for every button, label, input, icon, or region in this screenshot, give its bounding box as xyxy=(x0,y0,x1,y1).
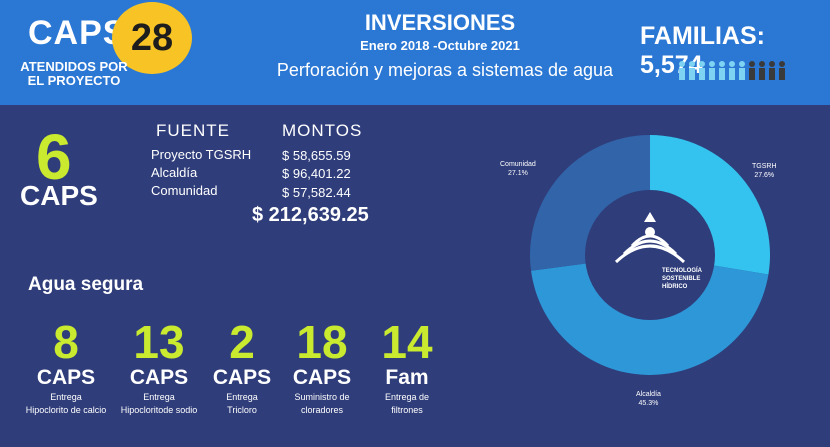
person-icon xyxy=(729,61,735,80)
source-label: Comunidad xyxy=(151,183,218,198)
stat-item: 14 Fam Entrega de filtrones xyxy=(372,318,442,416)
person-icon xyxy=(749,61,755,80)
total-amount: $ 212,639.25 xyxy=(252,204,369,226)
page-title: INVERSIONES xyxy=(364,10,516,35)
slice-label-tgsrh: TGSRH 27.6% xyxy=(752,162,777,180)
slice-name: Alcaldía xyxy=(636,391,661,398)
stat-unit: CAPS xyxy=(212,366,272,389)
amount-value: $ 57,582.44 xyxy=(282,185,351,200)
logo-text: TECNOLOGÍA xyxy=(662,266,703,274)
person-icon xyxy=(689,61,695,80)
caps-title: CAPS xyxy=(28,14,127,52)
source-label: Alcaldía xyxy=(151,165,198,180)
person-icon xyxy=(719,61,725,80)
donut-hole xyxy=(585,190,715,320)
stat-desc: Entrega xyxy=(226,392,258,402)
stat-desc: Tricloro xyxy=(227,405,257,415)
stat-number: 2 xyxy=(229,316,255,368)
slice-value: 27.6% xyxy=(754,172,775,179)
stat-item: 13 CAPS Entrega Hipocloritode sodio xyxy=(112,318,206,416)
montos-header: MONTOS xyxy=(282,121,363,140)
description: Perforación y mejoras a sistemas de agua xyxy=(276,60,614,80)
water-logo-icon xyxy=(614,212,686,264)
investment-donut-chart: TECNOLOGÍA SOSTENIBLE HÍDRICO xyxy=(530,135,770,376)
date-range: Enero 2018 -Octubre 2021 xyxy=(360,38,520,53)
person-icon xyxy=(739,61,745,80)
slice-label-alcaldia: Alcaldía 45.3% xyxy=(636,390,661,408)
logo-text: SOSTENIBLE xyxy=(662,276,700,282)
person-icon xyxy=(709,61,715,80)
amount-value: $ 96,401.22 xyxy=(282,166,351,181)
logo-text: HÍDRICO xyxy=(662,282,688,290)
slice-name: Comunidad xyxy=(500,161,536,168)
amount-value: $ 58,655.59 xyxy=(282,148,351,163)
stat-unit: CAPS xyxy=(36,366,96,389)
stat-desc: Hipoclorito de calcio xyxy=(25,405,107,415)
stat-desc: cloradores xyxy=(300,405,344,415)
slice-value: 45.3% xyxy=(638,400,659,407)
caps-number: 6 xyxy=(36,121,72,193)
stat-desc: Entrega xyxy=(143,392,175,402)
stat-item: 2 CAPS Entrega Tricloro xyxy=(206,318,278,416)
slice-value: 27.1% xyxy=(507,170,528,177)
slice-name: TGSRH xyxy=(752,163,777,170)
stat-number: 18 xyxy=(296,316,348,368)
stat-desc: Hipocloritode sodio xyxy=(120,405,198,415)
person-icon xyxy=(759,61,765,80)
stat-desc: Entrega xyxy=(50,392,82,402)
stat-number: 14 xyxy=(381,316,433,368)
person-icon xyxy=(769,61,775,80)
stat-unit: CAPS xyxy=(292,366,352,389)
stat-unit: Fam xyxy=(385,366,429,389)
stat-number: 8 xyxy=(53,316,79,368)
caps-count-badge: 28 xyxy=(112,2,192,74)
caps-subtitle: ATENDIDOS POR EL PROYECTO xyxy=(20,59,128,88)
stat-desc: Entrega de xyxy=(384,392,430,402)
source-label: Proyecto TGSRH xyxy=(151,147,252,162)
person-icon xyxy=(779,61,785,80)
caps-number-label: CAPS xyxy=(20,180,98,211)
person-icon xyxy=(699,61,705,80)
agua-segura-title: Agua segura xyxy=(28,274,144,295)
slice-label-comunidad: Comunidad 27.1% xyxy=(500,160,536,178)
stat-unit: CAPS xyxy=(129,366,189,389)
stat-number: 13 xyxy=(133,316,185,368)
stat-item: 18 CAPS Suministro de cloradores xyxy=(284,318,360,416)
stat-desc: filtrones xyxy=(391,405,423,415)
stat-desc: Suministro de xyxy=(294,392,350,402)
people-icons xyxy=(679,61,785,80)
person-icon xyxy=(679,61,685,80)
stat-item: 8 CAPS Entrega Hipoclorito de calcio xyxy=(14,318,118,416)
fuente-header: FUENTE xyxy=(156,121,230,140)
